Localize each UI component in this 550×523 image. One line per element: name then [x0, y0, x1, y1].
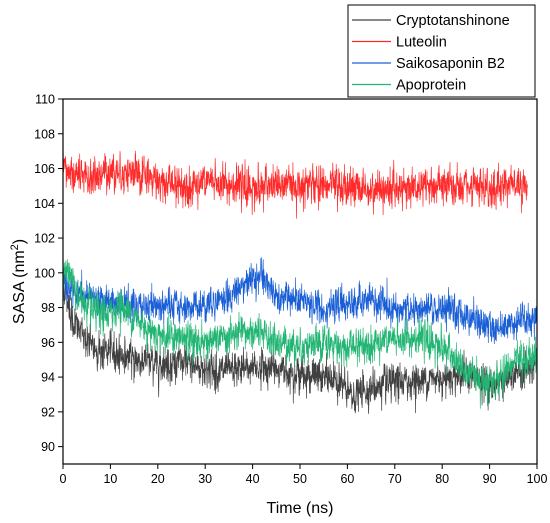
x-axis-title: Time (ns) — [267, 500, 334, 517]
x-tick-label: 90 — [483, 472, 497, 486]
y-axis-title-superscript: 2 — [9, 244, 21, 250]
y-tick-label: 94 — [41, 371, 55, 385]
y-axis-title: SASA (nm2) — [9, 239, 28, 324]
legend-label: Luteolin — [396, 35, 447, 51]
y-tick-label: 102 — [34, 232, 55, 246]
y-tick-label: 100 — [34, 266, 55, 280]
y-axis-title-close: ) — [11, 239, 28, 244]
y-tick-label: 96 — [41, 336, 55, 350]
y-tick-label: 104 — [34, 197, 55, 211]
y-tick-label: 90 — [41, 440, 55, 454]
series-line — [62, 254, 538, 409]
x-tick-label: 30 — [198, 472, 212, 486]
legend-label: Cryptotanshinone — [396, 13, 510, 29]
legend-label: Apoprotein — [396, 78, 466, 94]
series-line — [62, 257, 538, 345]
x-tick-label: 20 — [151, 472, 165, 486]
y-tick-label: 108 — [34, 127, 55, 141]
series-line — [62, 150, 528, 219]
y-axis-title-main: SASA (nm — [11, 250, 28, 324]
series-layer — [62, 150, 538, 414]
legend-label: Saikosaponin B2 — [396, 56, 505, 72]
x-tick-label: 40 — [246, 472, 260, 486]
y-tick-label: 110 — [35, 93, 55, 107]
x-tick-label: 70 — [388, 472, 402, 486]
x-tick-label: 10 — [103, 472, 117, 486]
x-tick-label: 50 — [293, 472, 307, 486]
axis-tick-labels: 0 10 20 30 40 50 60 70 80 90 100 90 92 94 96 98 100 102 10… — [34, 93, 547, 487]
x-tick-label: 60 — [340, 472, 354, 486]
y-tick-label: 92 — [41, 405, 55, 419]
legend: Cryptotanshinone Luteolin Saikosaponin B2 A… — [347, 4, 536, 98]
y-tick-label: 106 — [34, 162, 55, 176]
axis-ticks — [58, 98, 538, 469]
y-tick-label: 98 — [41, 301, 55, 315]
x-tick-label: 80 — [435, 472, 449, 486]
x-tick-label: 0 — [60, 472, 67, 486]
plot-frame — [62, 98, 538, 465]
x-tick-label: 100 — [527, 472, 548, 486]
